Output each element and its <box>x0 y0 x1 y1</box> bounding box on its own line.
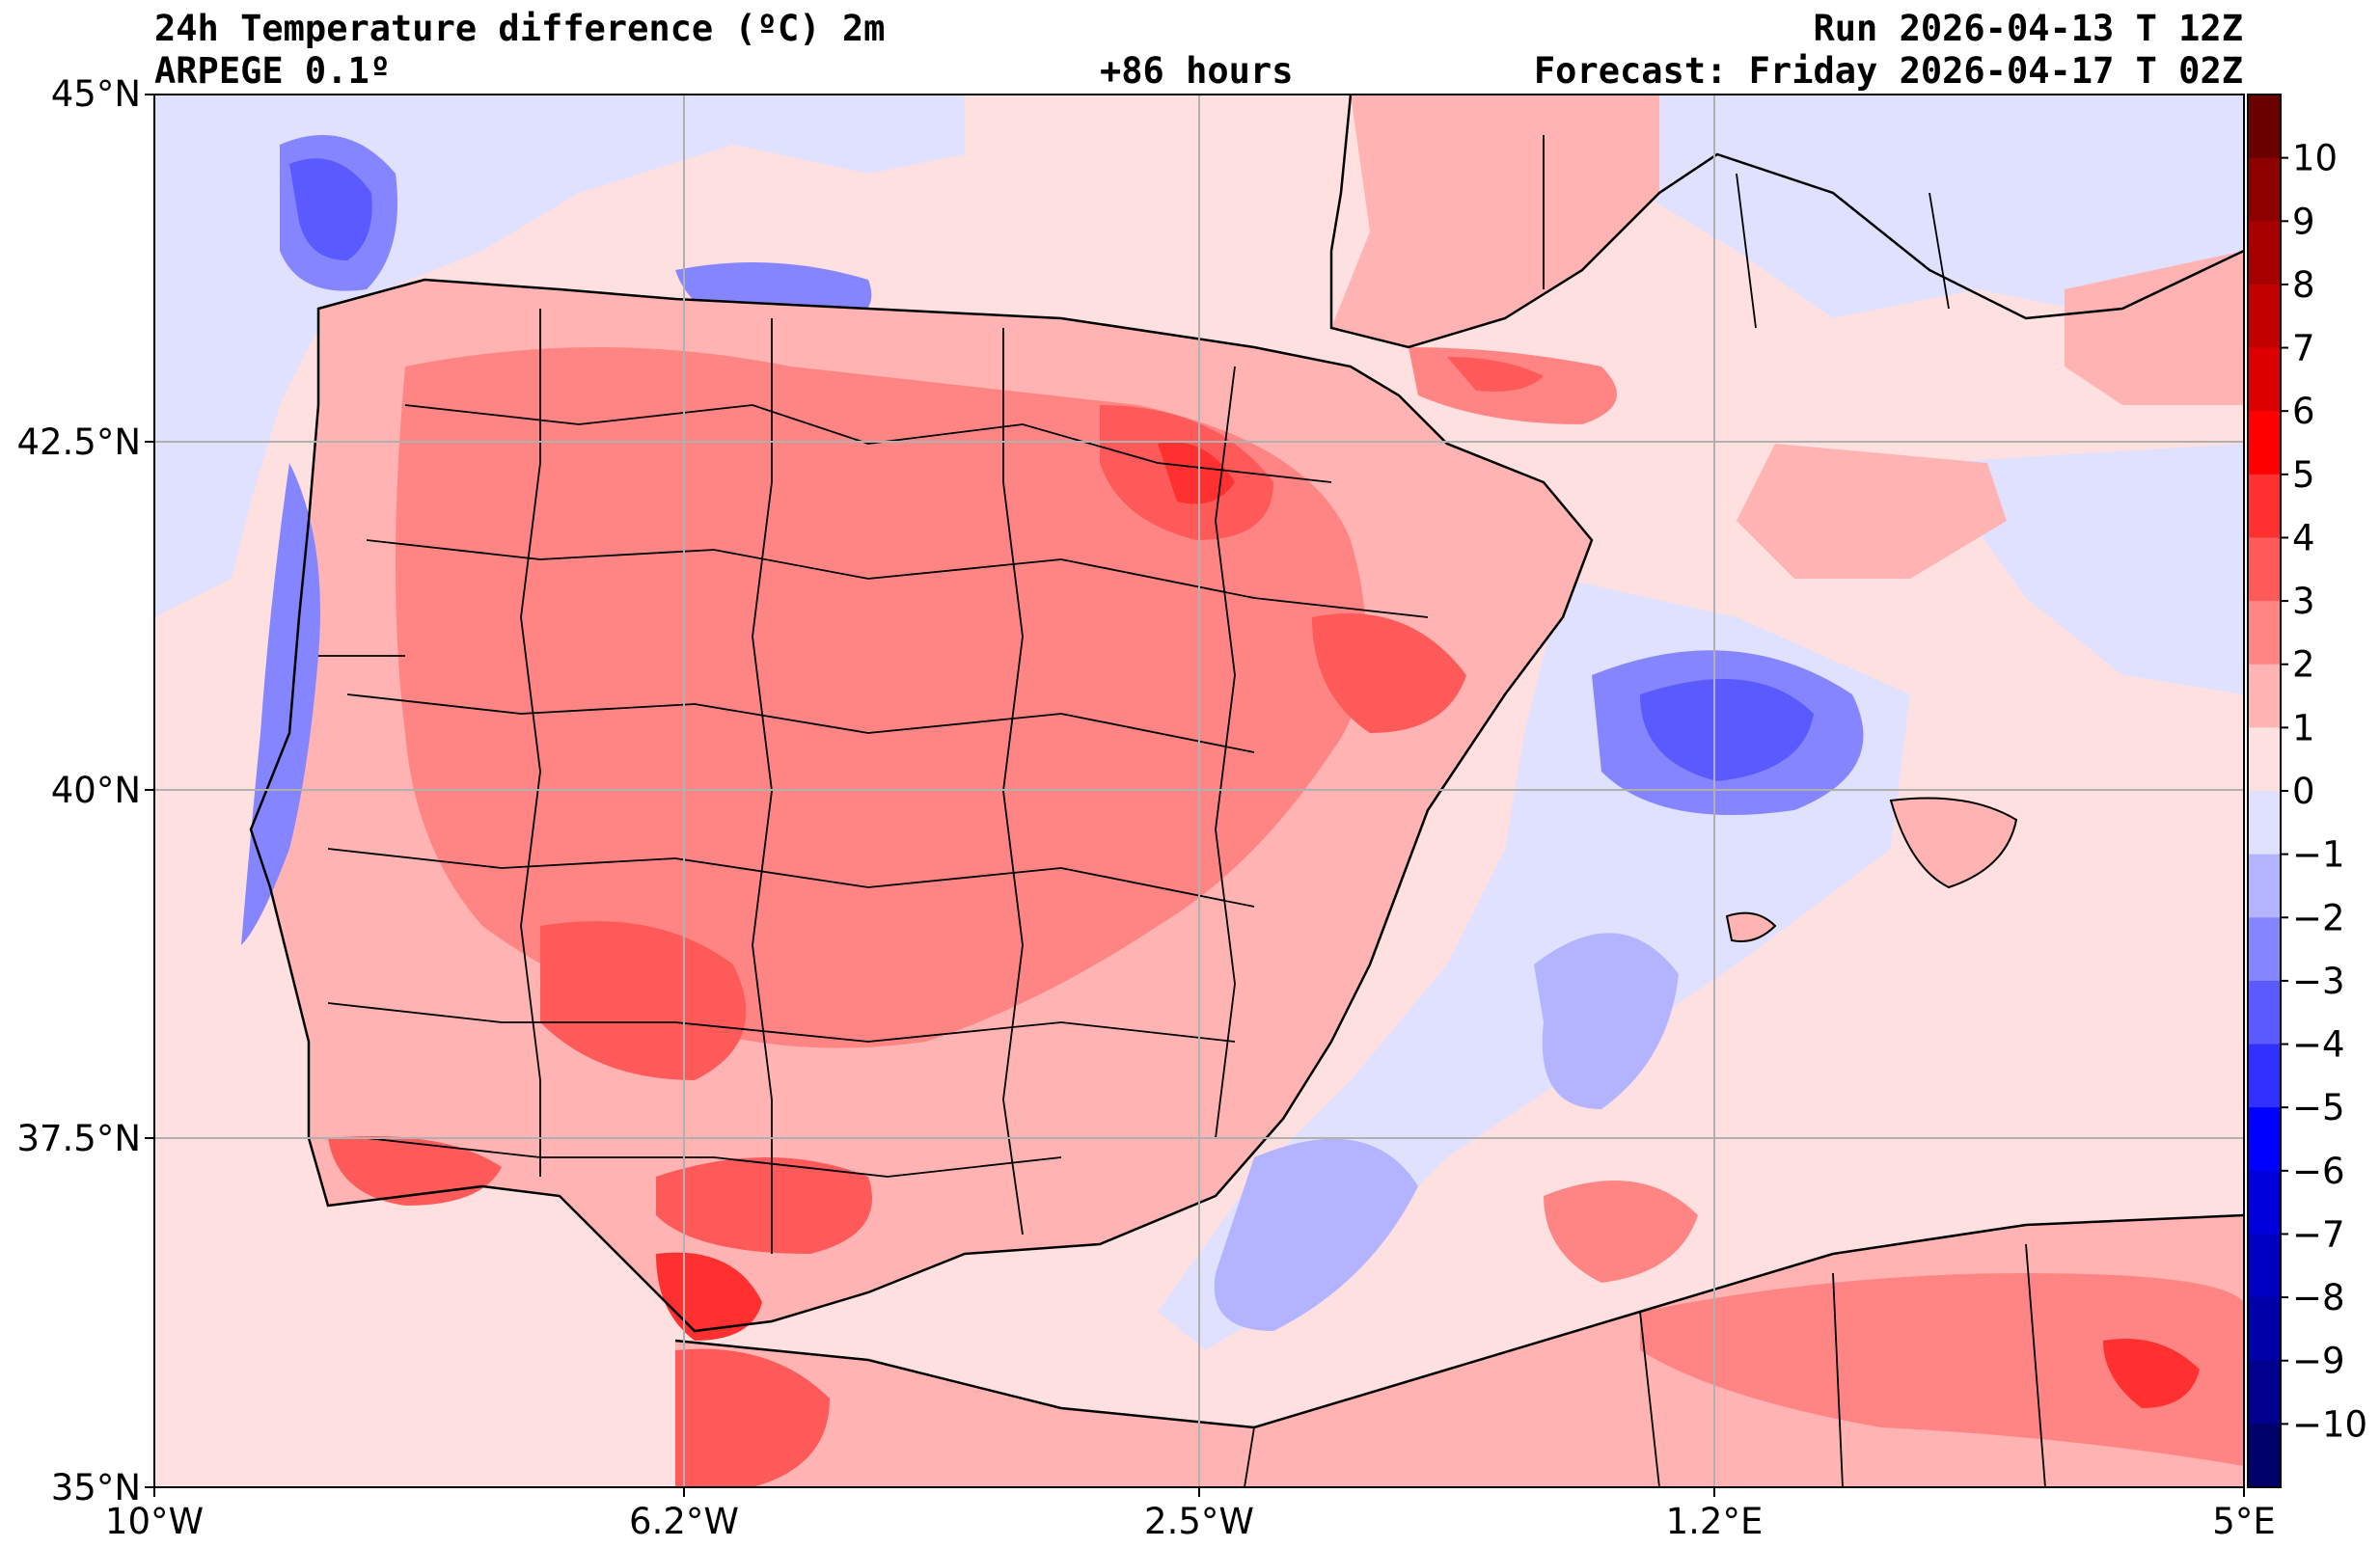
lat-label-35n: 35°N <box>51 1467 141 1508</box>
colorbar-segment <box>2248 474 2281 538</box>
colorbar-segment <box>2248 664 2281 728</box>
lon-label-6-2w: 6.2°W <box>629 1501 739 1542</box>
colorbar-segment <box>2248 1424 2281 1488</box>
algeria-warm-area <box>1640 1273 2244 1466</box>
colorbar-segment <box>2248 284 2281 349</box>
teruel-hot-patch <box>1312 613 1466 733</box>
balearic-colder-core <box>1640 679 1814 781</box>
map-title: 24h Temperature difference (ºC) 2m <box>154 8 886 49</box>
pyrenees-hot-patch <box>1447 357 1544 392</box>
map-plot-area <box>154 95 2244 1487</box>
colorbar-label: −6 <box>2292 1151 2345 1192</box>
colorbar-segment <box>2248 791 2281 855</box>
extremadura-hot-patch <box>540 921 747 1080</box>
colorbar-segment <box>2248 917 2281 982</box>
morocco-hot-patch <box>675 1348 830 1487</box>
colorbar-label: 4 <box>2292 517 2315 558</box>
lon-label-5e: 5°E <box>2212 1501 2275 1542</box>
france-italy-coastline <box>1329 95 2244 349</box>
model-label: ARPEGE 0.1º <box>154 50 392 92</box>
colorbar-segment <box>2248 537 2281 602</box>
colorbar-label: 8 <box>2292 264 2315 306</box>
colorbar-label: −10 <box>2292 1403 2367 1445</box>
province-borders <box>318 135 2046 1487</box>
colorbar-label: 7 <box>2292 328 2315 369</box>
colorbar-label: 10 <box>2292 138 2338 179</box>
biscay-colder-core <box>289 158 372 260</box>
colorbar-segment <box>2248 411 2281 475</box>
lat-label-45n: 45°N <box>51 73 141 115</box>
colorbar-label: −9 <box>2292 1341 2345 1382</box>
catalonia-warm-area <box>1737 444 2007 579</box>
alboran-east-cool <box>1214 1138 1418 1331</box>
lead-time-label: +86 hours <box>1100 50 1294 92</box>
central-warm-area <box>396 347 1366 1048</box>
ebro-hotter-core <box>1158 442 1235 504</box>
colorbar-segment <box>2248 601 2281 665</box>
colorbar-segment <box>2248 1360 2281 1425</box>
alboran-warm-patch <box>1544 1181 1698 1283</box>
colorbar-segment <box>2248 854 2281 918</box>
france-warm-area <box>1331 95 1659 347</box>
mallorca-island <box>1889 797 2018 889</box>
colorbar-segment <box>2248 980 2281 1046</box>
colorbar-label: −4 <box>2292 1024 2345 1066</box>
lat-label-42-5n: 42.5°N <box>16 421 141 463</box>
colorbar-label: −8 <box>2292 1277 2345 1318</box>
colorbar-label: 9 <box>2292 201 2315 242</box>
gulf-lion-cool-area <box>1929 444 2244 694</box>
axis-ticks <box>145 94 2245 1497</box>
colorbar-segment <box>2248 727 2281 792</box>
colorbar-segment <box>2248 347 2281 412</box>
lon-label-2-5w: 2.5°W <box>1144 1501 1254 1542</box>
colorbar-segment <box>2248 1297 2281 1362</box>
colorbar-label: −7 <box>2292 1213 2345 1255</box>
iberia-coastline <box>249 278 1594 1333</box>
algeria-hot-core <box>2103 1339 2200 1408</box>
forecast-label: Forecast: Friday 2026-04-17 T 02Z <box>1533 50 2243 92</box>
colorbar-label: −1 <box>2292 834 2345 876</box>
ibiza-island <box>1725 911 1777 942</box>
map-gridlines <box>154 95 2244 1487</box>
colorbar-segment <box>2248 157 2281 222</box>
colorbar-segment <box>2248 221 2281 285</box>
lat-label-37-5n: 37.5°N <box>16 1118 141 1159</box>
lon-label-10w: 10°W <box>105 1501 204 1542</box>
colorbar-label: 1 <box>2292 707 2315 748</box>
colorbar-segment <box>2248 1107 2281 1172</box>
colorbar-segment <box>2248 1044 2281 1108</box>
colorbar-label: 2 <box>2292 644 2315 686</box>
run-label: Run 2026-04-13 T 12Z <box>1813 8 2243 49</box>
northeast-warm-area <box>2065 251 2244 405</box>
colorbar-label: 3 <box>2292 581 2315 622</box>
andalusia-hot-patch <box>656 1157 872 1254</box>
colorbar-label: 5 <box>2292 454 2315 496</box>
portugal-coast-cool <box>241 463 320 945</box>
colorbar-segment <box>2248 95 2281 159</box>
valencia-sea-cool <box>1534 933 1679 1109</box>
colorbar-label: 0 <box>2292 771 2315 812</box>
colorbar-segment <box>2248 1170 2281 1235</box>
colorbar-label: −2 <box>2292 897 2345 938</box>
colorbar-label: 6 <box>2292 391 2315 432</box>
north-africa-coastline <box>674 1213 2244 1429</box>
colorbar-label: −3 <box>2292 961 2345 1002</box>
colorbar-label: −5 <box>2292 1087 2345 1128</box>
lon-label-1-2e: 1.2°E <box>1666 1501 1764 1542</box>
lat-label-40n: 40°N <box>51 770 141 811</box>
colorbar-segment <box>2248 1234 2281 1298</box>
